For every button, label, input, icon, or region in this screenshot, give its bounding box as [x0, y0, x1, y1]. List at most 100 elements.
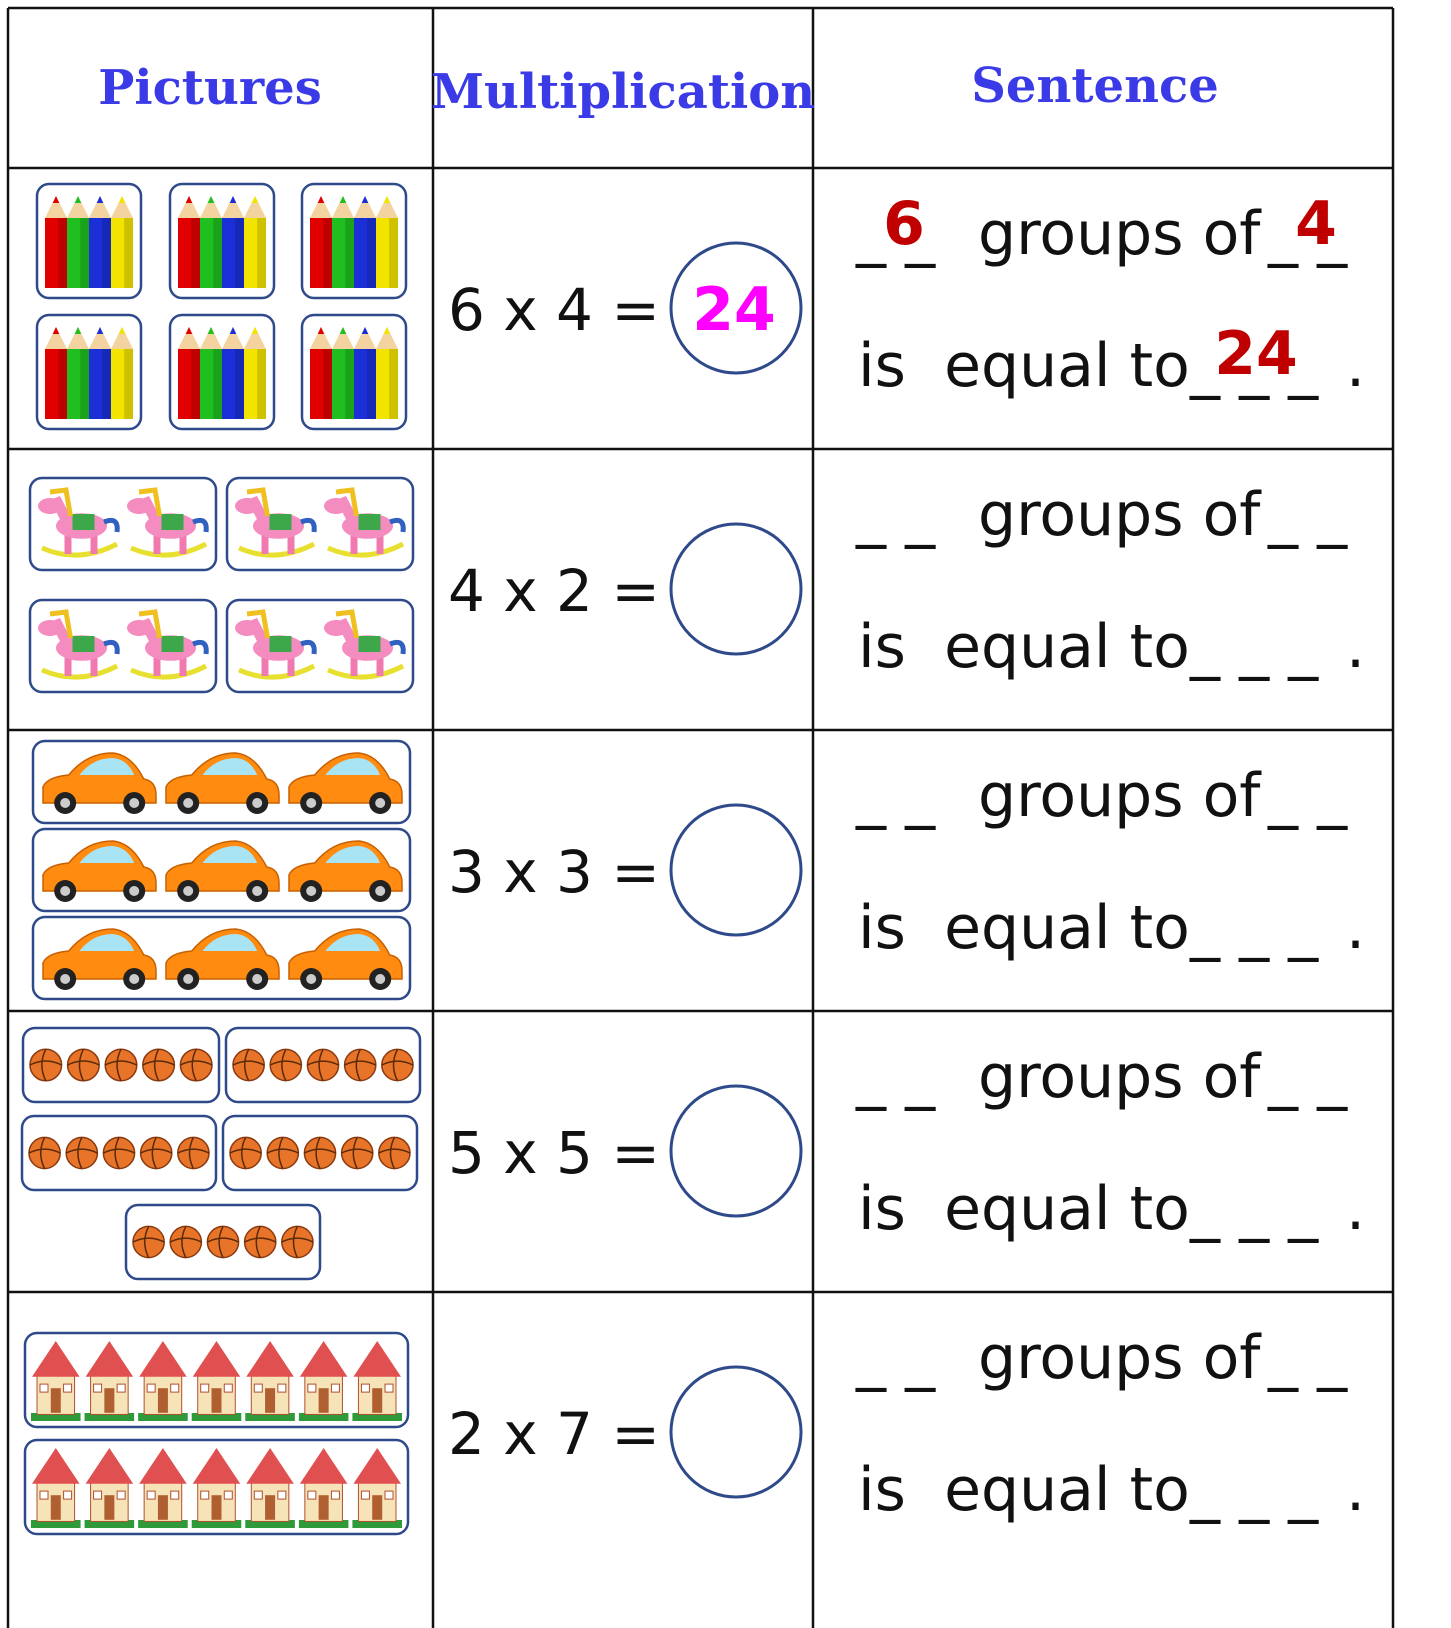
pencil-body	[111, 349, 133, 419]
car-hub	[252, 886, 263, 896]
pencil-tip	[67, 327, 89, 349]
ball	[303, 1136, 337, 1170]
house-door	[265, 1388, 276, 1413]
pencil-lead	[339, 196, 347, 203]
ball-seam	[281, 1226, 314, 1258]
pencil-lead	[383, 327, 391, 334]
horse-mane	[246, 487, 270, 517]
car-hub	[306, 798, 317, 808]
house-window	[223, 1490, 233, 1500]
ball-seam	[180, 1048, 213, 1082]
pencil-tip	[310, 327, 332, 349]
house-window	[170, 1383, 180, 1393]
car-hub	[129, 886, 140, 896]
pencil-body	[376, 349, 398, 419]
house-lawn	[84, 1520, 135, 1528]
house-window	[360, 1490, 370, 1500]
house-window	[200, 1490, 210, 1500]
car-hub	[375, 886, 386, 896]
house-window	[253, 1490, 263, 1500]
house-window	[223, 1383, 233, 1393]
header-sentence: Sentence	[971, 58, 1218, 114]
pencil-tip	[67, 196, 89, 218]
car-window	[202, 846, 258, 863]
house-window	[253, 1383, 263, 1393]
horse-head	[235, 498, 259, 514]
row: 5 x 5 =_ _ groups of _ _is equal to _ _ _.	[20, 1026, 1365, 1281]
house-window	[63, 1383, 73, 1393]
pencil-tip	[178, 196, 200, 218]
answer-circle	[669, 522, 803, 656]
period: .	[1346, 1174, 1365, 1244]
ball	[177, 1136, 210, 1170]
car-hub	[306, 974, 317, 984]
is-equal-to: is equal to	[858, 612, 1190, 682]
ball	[29, 1048, 63, 1082]
ball-seam	[104, 1048, 138, 1082]
blank-size: _ _	[1267, 1323, 1348, 1393]
horse-leg	[179, 650, 187, 676]
ball	[179, 1048, 213, 1082]
blank-groups: _ _	[855, 480, 936, 550]
pencil-lead	[207, 196, 215, 203]
pencil-body	[222, 349, 244, 419]
ball-seam	[232, 1049, 265, 1081]
answer-circle	[669, 241, 803, 375]
pencil-shade	[80, 349, 89, 419]
pencil-lead	[339, 327, 347, 334]
blank-size: _ _	[1267, 1042, 1348, 1112]
car-window	[325, 934, 381, 951]
ball	[66, 1048, 100, 1082]
house-window	[146, 1490, 156, 1500]
car-window	[79, 934, 135, 951]
horse-saddle	[161, 514, 184, 530]
pencil-lead	[251, 196, 259, 203]
horse-mane	[49, 609, 73, 639]
house-door	[318, 1388, 329, 1413]
pencil-lead	[96, 196, 104, 203]
equation: 5 x 5 =	[448, 1119, 660, 1187]
ball	[206, 1225, 240, 1259]
blank-product: _ _ _	[1189, 893, 1319, 963]
pencil-body	[376, 218, 398, 288]
pencil-tip	[332, 327, 354, 349]
house-roof	[32, 1448, 80, 1484]
answer-circle	[669, 1365, 803, 1499]
pencil-lead	[74, 196, 82, 203]
pencil-tip	[222, 327, 244, 349]
pencil-body	[200, 349, 222, 419]
pencil-body	[244, 349, 266, 419]
pencil-body	[332, 349, 354, 419]
house-lawn	[298, 1413, 349, 1421]
horse-saddle	[269, 636, 292, 652]
house-window	[39, 1383, 49, 1393]
house-door	[104, 1495, 115, 1520]
pencil-tip	[354, 196, 376, 218]
horse-leg	[287, 650, 295, 676]
pencil-lead	[52, 196, 60, 203]
ball-seam	[381, 1049, 414, 1081]
blank-groups: _ _	[855, 1323, 936, 1393]
groups-of: groups of	[978, 480, 1262, 550]
car-window	[325, 846, 381, 863]
pencil-body	[200, 218, 222, 288]
house-door	[372, 1388, 383, 1413]
house-roof	[32, 1341, 80, 1377]
filled-product: 24	[1214, 319, 1298, 389]
horse-leg	[90, 528, 98, 554]
pencil-tip	[178, 327, 200, 349]
pencil-tip	[89, 196, 111, 218]
house-door	[211, 1388, 222, 1413]
equation: 4 x 2 =	[448, 557, 660, 625]
house-roof	[85, 1448, 134, 1484]
ball-seam	[244, 1226, 277, 1258]
pencil-tip	[376, 196, 398, 218]
pencil-tip	[89, 327, 111, 349]
horse-mane	[246, 609, 270, 639]
pencil-body	[67, 218, 89, 288]
house-roof	[85, 1341, 134, 1377]
horse-saddle	[269, 514, 292, 530]
ball	[340, 1136, 374, 1170]
pencil-lead	[251, 327, 259, 334]
house-window	[200, 1383, 210, 1393]
